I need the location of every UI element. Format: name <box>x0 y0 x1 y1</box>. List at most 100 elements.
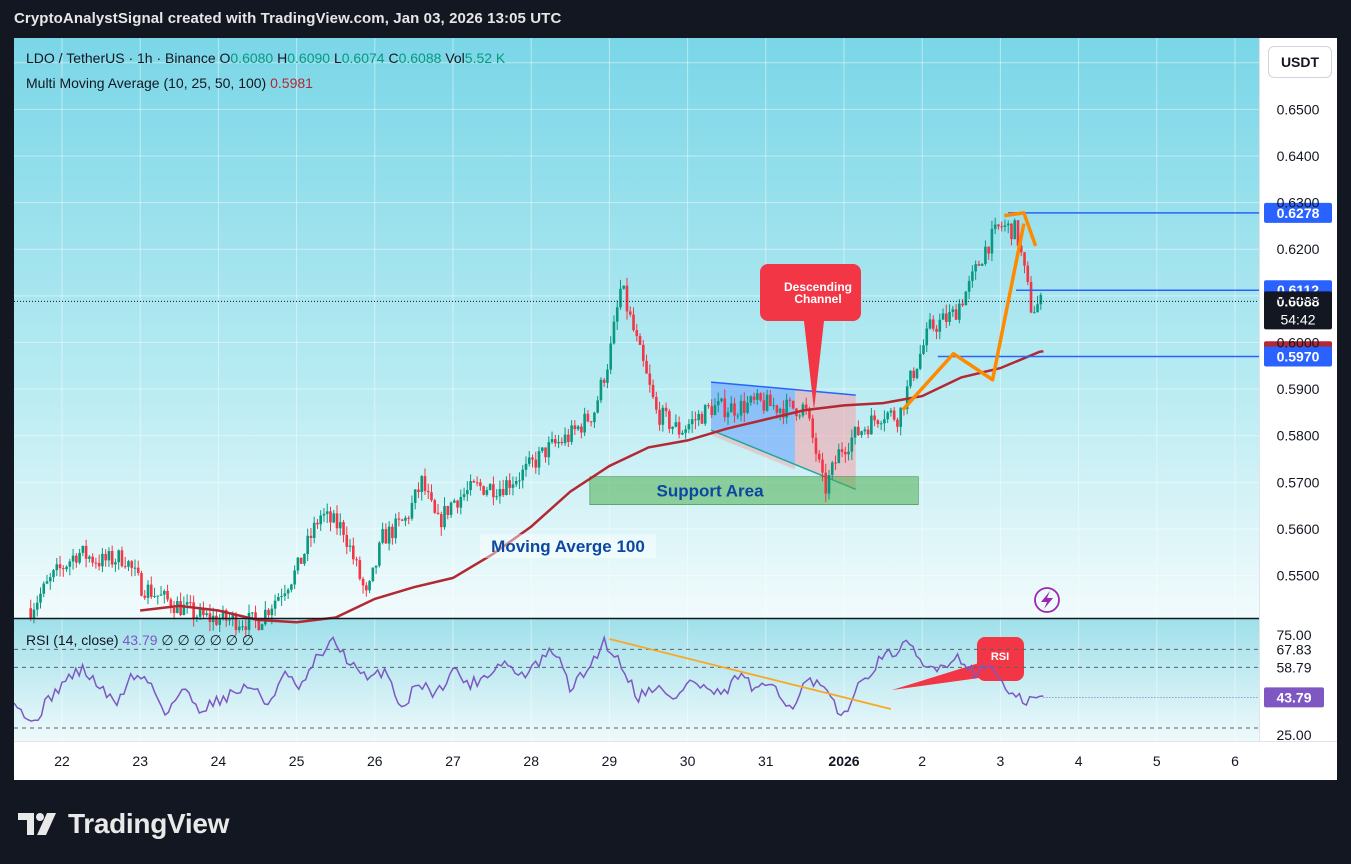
candle-body <box>609 343 613 370</box>
candle-body <box>342 522 345 535</box>
candle-body <box>873 415 876 421</box>
candle-body <box>221 610 225 620</box>
candle-body <box>658 409 661 425</box>
candle-body <box>117 550 120 563</box>
price-label-box <box>1264 202 1332 223</box>
symbol-name[interactable]: LDO / TetherUS · 1h · Binance <box>26 50 216 66</box>
ma-legend[interactable]: Multi Moving Average (10, 25, 50, 100) 0… <box>26 75 313 91</box>
candle-body <box>130 561 134 568</box>
candle-body <box>619 288 622 308</box>
moving-average-label-bg <box>480 534 656 558</box>
candle-body <box>283 593 287 597</box>
candle-body <box>1026 265 1030 283</box>
tradingview-logo[interactable]: TradingView <box>18 808 229 840</box>
candle-body <box>127 561 130 567</box>
candle-body <box>433 500 437 513</box>
volume-label: Vol <box>445 50 465 66</box>
candle-body <box>945 313 948 322</box>
candle-body <box>726 412 730 418</box>
candle-body <box>707 405 710 407</box>
candle-body <box>475 482 479 484</box>
x-tick-label: 30 <box>680 753 696 769</box>
candle-body <box>250 612 254 614</box>
candle-body <box>674 422 678 427</box>
candle-body <box>391 526 394 539</box>
candle-body <box>140 573 143 596</box>
currency-button[interactable]: USDT <box>1268 46 1332 78</box>
candle-body <box>449 502 453 515</box>
tradingview-logo-icon <box>18 813 56 835</box>
moving-average-layer: Moving Averge 100 <box>140 350 1044 624</box>
candle-body <box>537 450 541 468</box>
candle-body <box>918 353 922 369</box>
candle-body <box>81 545 85 553</box>
candle-body <box>765 394 769 411</box>
candle-body <box>143 595 147 598</box>
candle-body <box>514 481 518 485</box>
candle-body <box>521 469 525 481</box>
candle-body <box>694 419 697 421</box>
candle-body <box>179 601 182 615</box>
candle-body <box>97 562 101 567</box>
candle-body <box>830 462 834 476</box>
x-tick-label: 3 <box>997 753 1005 769</box>
x-tick-label: 5 <box>1153 753 1161 769</box>
chart-svg[interactable]: Support Area Moving Averge 100 0.62780.6… <box>14 38 1337 780</box>
candle-body <box>101 553 104 567</box>
candle-body <box>508 480 511 488</box>
lightning-icon[interactable] <box>1034 587 1060 613</box>
candle-body <box>335 513 339 529</box>
candle-body <box>586 413 590 422</box>
candle-body <box>358 560 362 579</box>
candle-body <box>847 451 850 455</box>
candle-body <box>638 336 642 345</box>
candle-body <box>469 481 472 491</box>
y-tick-label: 0.6200 <box>1277 241 1320 257</box>
candle-body <box>971 271 974 281</box>
candle-body <box>332 513 336 523</box>
candle-body <box>244 626 248 630</box>
x-tick-label: 29 <box>602 753 618 769</box>
candle-body <box>329 511 332 523</box>
candle-body <box>387 526 391 544</box>
candle-body <box>935 328 938 332</box>
candle-body <box>293 570 296 585</box>
candle-body <box>948 311 951 322</box>
y-tick-label: 0.6300 <box>1277 195 1320 211</box>
candle-body <box>309 535 313 539</box>
candle-body <box>817 453 821 460</box>
candle-body <box>267 609 270 616</box>
tradingview-logo-text: TradingView <box>68 808 230 839</box>
y-tick-label: 0.6400 <box>1277 148 1320 164</box>
candle-body <box>844 451 847 455</box>
candle-body <box>78 552 81 563</box>
candle-body <box>120 550 124 567</box>
candle-body <box>645 360 648 374</box>
candle-body <box>866 429 870 435</box>
candle-body <box>742 400 746 413</box>
candle-body <box>114 562 117 565</box>
candle-body <box>218 619 222 625</box>
rsi-line <box>14 634 1044 722</box>
moving-average-line <box>140 350 1044 624</box>
candle-body <box>593 412 596 423</box>
candle-body <box>563 434 567 444</box>
candle-body <box>374 565 378 568</box>
lightning-icon-bolt <box>1041 591 1053 609</box>
candle-body <box>788 399 792 401</box>
candles <box>29 217 1043 638</box>
candle-body <box>681 432 684 435</box>
candle-body <box>531 457 534 460</box>
candle-body <box>169 599 173 608</box>
candle-body <box>824 472 828 494</box>
rsi-y-tick-label: 43.79 <box>1276 689 1311 705</box>
x-tick-label: 28 <box>523 753 539 769</box>
chart-frame[interactable]: Support Area Moving Averge 100 0.6278 0.6… <box>14 38 1337 780</box>
candle-body <box>713 405 717 416</box>
candle-body <box>110 551 114 565</box>
candle-body <box>811 418 815 438</box>
candle-body <box>68 561 72 567</box>
rsi-legend[interactable]: RSI (14, close) 43.79 ∅ ∅ ∅ ∅ ∅ ∅ <box>26 632 254 649</box>
candle-body <box>625 285 629 312</box>
candle-body <box>876 420 880 425</box>
